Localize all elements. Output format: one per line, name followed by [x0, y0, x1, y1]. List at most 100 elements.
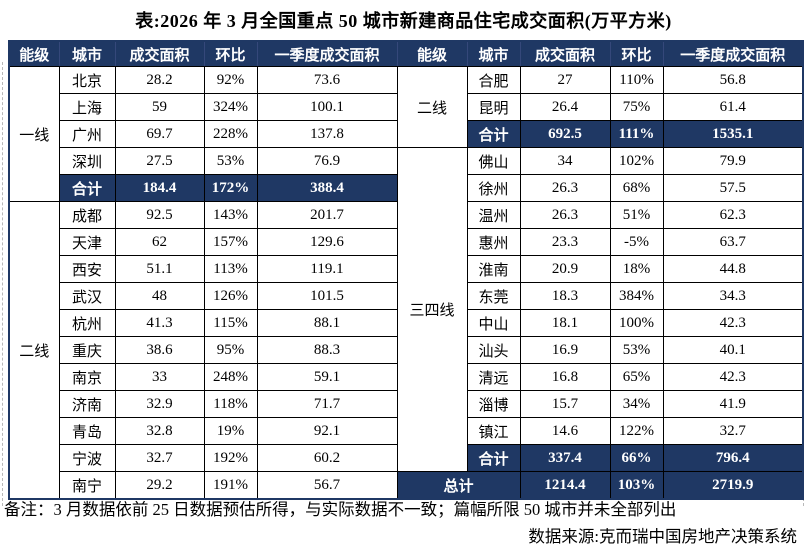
value-cell: 18% — [609, 255, 664, 283]
value-cell: 23.3 — [519, 228, 611, 256]
city-cell: 淄博 — [466, 390, 521, 418]
value-cell: 29.2 — [114, 471, 205, 500]
value-cell: 126% — [203, 282, 258, 310]
city-cell: 成都 — [58, 201, 116, 229]
total-value-cell: 1535.1 — [662, 120, 804, 148]
value-cell: 62.3 — [662, 201, 804, 229]
city-cell: 佛山 — [466, 147, 521, 175]
value-cell: 384% — [609, 282, 664, 310]
header-tier-left: 能级 — [8, 40, 60, 67]
value-cell: 40.1 — [662, 336, 804, 364]
page-title: 表:2026 年 3 月全国重点 50 城市新建商品住宅成交面积(万平方米) — [135, 11, 672, 31]
table-row: 二线 成都 92.5 143% 201.7 温州 26.3 51% 62.3 — [8, 201, 804, 500]
value-cell: 137.8 — [256, 120, 398, 148]
remark-note: 备注：3 月数据依前 25 日数据预估所得，与实际数据不一致；篇幅所限 50 城… — [4, 500, 677, 519]
tier-cell: 一线 — [8, 66, 60, 202]
value-cell: 69.7 — [114, 120, 205, 148]
city-cell: 合肥 — [466, 66, 521, 94]
table-row: 南宁 29.2 191% 56.7 总计 1214.4 103% 2719.9 — [9, 471, 804, 500]
value-cell: 51.1 — [114, 255, 205, 283]
value-cell: 119.1 — [256, 255, 398, 283]
city-cell: 徐州 — [466, 174, 521, 202]
total-value-cell: 184.4 — [114, 174, 205, 202]
value-cell: 57.5 — [662, 174, 804, 202]
city-cell: 深圳 — [58, 147, 116, 175]
value-cell: 65% — [609, 363, 664, 391]
value-cell: 61.4 — [662, 93, 804, 121]
header-city-left: 城市 — [58, 40, 116, 67]
value-cell: 48 — [114, 282, 205, 310]
city-cell: 南京 — [58, 363, 116, 391]
total-label-cell: 合计 — [466, 444, 521, 472]
table-row: 深圳 27.5 53% 76.9 三四线 佛山 34 102% 79.9 — [9, 147, 804, 472]
header-tier-right: 能级 — [396, 40, 468, 67]
table-row: 一线 北京 28.2 92% 73.6 二线 合肥 27 110% 56.8 — [8, 66, 804, 202]
value-cell: 113% — [203, 255, 258, 283]
total-value-cell: 103% — [609, 471, 664, 500]
value-cell: 27.5 — [114, 147, 205, 175]
city-cell: 镇江 — [466, 417, 521, 445]
city-cell: 上海 — [58, 93, 116, 121]
value-cell: 32.7 — [114, 444, 205, 472]
value-cell: 16.9 — [519, 336, 611, 364]
value-cell: 59.1 — [256, 363, 398, 391]
city-cell: 西安 — [58, 255, 116, 283]
table-row: 宁波 32.7 192% 60.2 合计 337.4 66% 796.4 — [9, 444, 804, 472]
value-cell: 59 — [114, 93, 205, 121]
total-value-cell: 796.4 — [662, 444, 804, 472]
table-header-row: 能级 城市 成交面积 环比 一季度成交面积 能级 城市 成交面积 环比 一季度成… — [8, 40, 804, 67]
value-cell: 228% — [203, 120, 258, 148]
value-cell: 157% — [203, 228, 258, 256]
value-cell: 18.1 — [519, 309, 611, 337]
value-cell: 324% — [203, 93, 258, 121]
table-row: 合计 184.4 172% 388.4 徐州 26.3 68% 57.5 — [9, 174, 804, 202]
value-cell: 27 — [519, 66, 611, 94]
value-cell: 95% — [203, 336, 258, 364]
value-cell: 118% — [203, 390, 258, 418]
value-cell: 201.7 — [256, 201, 398, 229]
table-row: 青岛 32.8 19% 92.1 镇江 14.6 122% 32.7 — [9, 417, 804, 445]
value-cell: -5% — [609, 228, 664, 256]
value-cell: 79.9 — [662, 147, 804, 175]
total-value-cell: 337.4 — [519, 444, 611, 472]
value-cell: 115% — [203, 309, 258, 337]
value-cell: 41.3 — [114, 309, 205, 337]
city-cell: 温州 — [466, 201, 521, 229]
value-cell: 53% — [609, 336, 664, 364]
value-cell: 110% — [609, 66, 664, 94]
housing-transaction-table: 能级 城市 成交面积 环比 一季度成交面积 能级 城市 成交面积 环比 一季度成… — [8, 40, 804, 500]
value-cell: 34.3 — [662, 282, 804, 310]
value-cell: 102% — [609, 147, 664, 175]
total-value-cell: 692.5 — [519, 120, 611, 148]
city-cell: 武汉 — [58, 282, 116, 310]
value-cell: 92.5 — [114, 201, 205, 229]
value-cell: 53% — [203, 147, 258, 175]
city-cell: 南宁 — [58, 471, 116, 500]
value-cell: 73.6 — [256, 66, 398, 94]
total-label-cell: 合计 — [58, 174, 116, 202]
value-cell: 62 — [114, 228, 205, 256]
value-cell: 92% — [203, 66, 258, 94]
city-cell: 宁波 — [58, 444, 116, 472]
value-cell: 44.8 — [662, 255, 804, 283]
city-cell: 清远 — [466, 363, 521, 391]
city-cell: 重庆 — [58, 336, 116, 364]
footnotes: 备注：3 月数据依前 25 日数据预估所得，与实际数据不一致；篇幅所限 50 城… — [0, 496, 807, 547]
value-cell: 63.7 — [662, 228, 804, 256]
table-row: 上海 59 324% 100.1 昆明 26.4 75% 61.4 — [9, 93, 804, 121]
tier-cell: 三四线 — [396, 147, 468, 472]
value-cell: 60.2 — [256, 444, 398, 472]
value-cell: 71.7 — [256, 390, 398, 418]
city-cell: 杭州 — [58, 309, 116, 337]
value-cell: 34% — [609, 390, 664, 418]
value-cell: 38.6 — [114, 336, 205, 364]
table-row: 西安 51.1 113% 119.1 淮南 20.9 18% 44.8 — [9, 255, 804, 283]
value-cell: 16.8 — [519, 363, 611, 391]
value-cell: 19% — [203, 417, 258, 445]
value-cell: 122% — [609, 417, 664, 445]
city-cell: 北京 — [58, 66, 116, 94]
value-cell: 26.4 — [519, 93, 611, 121]
value-cell: 26.3 — [519, 174, 611, 202]
table-row: 济南 32.9 118% 71.7 淄博 15.7 34% 41.9 — [9, 390, 804, 418]
total-value-cell: 1214.4 — [519, 471, 611, 500]
